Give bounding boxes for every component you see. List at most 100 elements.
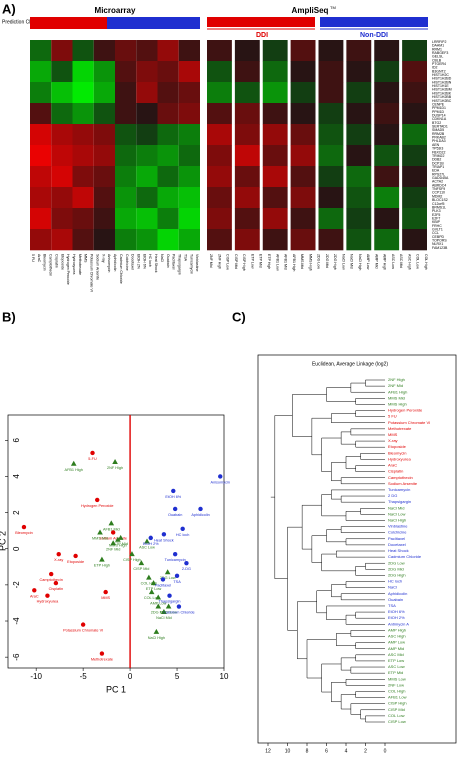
heat-cell bbox=[157, 61, 179, 83]
heat-cell bbox=[51, 229, 73, 251]
gene-label: MDM2 bbox=[432, 194, 442, 198]
point-label: ETP High bbox=[94, 564, 110, 568]
point-label: NaCl Mid bbox=[156, 616, 172, 620]
heat-cell bbox=[136, 40, 158, 62]
point-label: 5-FU bbox=[88, 457, 97, 461]
heat-cell bbox=[290, 103, 316, 125]
heat-cell bbox=[318, 40, 344, 62]
point bbox=[218, 474, 223, 479]
heat-cell bbox=[207, 229, 232, 251]
heat-cell bbox=[72, 166, 94, 188]
sample-label: ASC High bbox=[407, 254, 411, 270]
point-label: CISP Mid bbox=[133, 567, 149, 571]
x-tick-label: 10 bbox=[220, 672, 229, 681]
sample-label: ETP Mid bbox=[259, 254, 263, 268]
heat-cell bbox=[374, 145, 400, 167]
point bbox=[103, 589, 108, 595]
heat-cell bbox=[234, 61, 260, 83]
gene-label: CCL bbox=[432, 231, 439, 235]
leaf-label: Thapsigargin bbox=[388, 499, 411, 504]
heat-cell bbox=[30, 40, 52, 62]
point bbox=[112, 458, 118, 464]
heat-cell bbox=[234, 82, 260, 104]
sample-label: Cadmium Chloride bbox=[119, 254, 123, 284]
point bbox=[180, 526, 185, 532]
heat-cell bbox=[157, 229, 179, 251]
point bbox=[32, 588, 37, 593]
heat-cell bbox=[234, 166, 260, 188]
sample-label: Sodium Arsenite bbox=[95, 254, 99, 280]
point-label: COL High bbox=[141, 582, 158, 586]
heat-cell bbox=[93, 145, 115, 167]
gene-label: E2F5 bbox=[432, 213, 440, 217]
sample-label: AFB1 Mid bbox=[284, 254, 288, 270]
y-axis-label: PC 2 bbox=[0, 531, 7, 551]
heat-cell bbox=[262, 145, 288, 167]
heat-cell bbox=[290, 82, 316, 104]
point bbox=[160, 577, 166, 582]
heat-cell bbox=[262, 187, 288, 209]
point-label: Heat Shock bbox=[154, 538, 174, 542]
point bbox=[167, 593, 172, 598]
heat-cell bbox=[290, 40, 316, 62]
gene-label: LRRFIP2 bbox=[432, 40, 446, 44]
gene-label: PRKAB2 bbox=[432, 136, 446, 140]
heat-cell bbox=[262, 229, 288, 251]
heat-cell bbox=[374, 40, 400, 62]
sample-label: 2NF Mid bbox=[209, 254, 213, 268]
heat-cell bbox=[136, 187, 158, 209]
heat-cell bbox=[93, 103, 115, 125]
gene-label: ACTA2 bbox=[432, 180, 443, 184]
point bbox=[176, 604, 182, 609]
point-label: 2DG Low bbox=[160, 576, 176, 580]
heat-cell bbox=[157, 40, 179, 62]
heat-cell bbox=[93, 166, 115, 188]
gene-label: BLOC1S2 bbox=[432, 198, 448, 202]
point-label: ETP Mid bbox=[113, 542, 128, 546]
leaf-label: MMS Mid bbox=[388, 395, 405, 400]
heat-cell bbox=[346, 40, 372, 62]
gene-label: HIST1H2BK bbox=[432, 91, 452, 95]
point-label: Thapsigargin bbox=[159, 600, 181, 604]
heat-cell bbox=[346, 103, 372, 125]
point-label: Anisomycin bbox=[211, 480, 230, 484]
gene-label: SMAD5 bbox=[432, 128, 444, 132]
gene-label: AEN bbox=[432, 143, 440, 147]
point bbox=[161, 532, 167, 537]
leaf-label: ETP Mid bbox=[388, 670, 403, 675]
heat-cell bbox=[157, 145, 179, 167]
leaf-label: Bleomycin bbox=[388, 450, 406, 455]
point-label: 2DG Mid bbox=[151, 611, 166, 615]
gene-label: NLRX1 bbox=[432, 242, 443, 246]
class-bar bbox=[107, 17, 200, 29]
point-label: Aphidicolin bbox=[191, 513, 209, 517]
sample-label: CISP High bbox=[242, 254, 246, 271]
heat-cell bbox=[115, 61, 137, 83]
sample-label: AMP Mid bbox=[374, 254, 378, 269]
leaf-label: TSA bbox=[388, 603, 396, 608]
heat-cell bbox=[207, 82, 232, 104]
sample-label: Thapsigargin bbox=[178, 254, 182, 275]
sample-label: CISP Low bbox=[226, 254, 230, 270]
leaf-label: HC loch bbox=[388, 579, 402, 584]
point bbox=[95, 497, 100, 503]
point-label: Paclitaxel bbox=[155, 583, 171, 587]
point bbox=[99, 556, 105, 562]
leaf-label: AMP Mid bbox=[388, 646, 404, 651]
point-label: HC loch bbox=[176, 533, 190, 537]
leaf-label: COL Low bbox=[388, 713, 405, 718]
point bbox=[198, 506, 203, 512]
heat-cell bbox=[402, 187, 427, 209]
heat-cell bbox=[374, 208, 400, 230]
sample-label: AMP Low bbox=[366, 254, 370, 270]
nonddi-label: Non-DDI bbox=[360, 32, 388, 39]
heat-cell bbox=[51, 103, 73, 125]
leaf-label: Camptothecin bbox=[388, 475, 413, 480]
plot-frame bbox=[257, 354, 457, 744]
leaf-label: Cadmium Chloride bbox=[388, 554, 422, 559]
sample-label: Etoposide bbox=[60, 254, 64, 270]
heat-cell bbox=[290, 61, 316, 83]
point-label: AFB1 High bbox=[65, 468, 83, 472]
heat-cell bbox=[136, 124, 158, 146]
sample-label: COL Low bbox=[416, 254, 420, 269]
